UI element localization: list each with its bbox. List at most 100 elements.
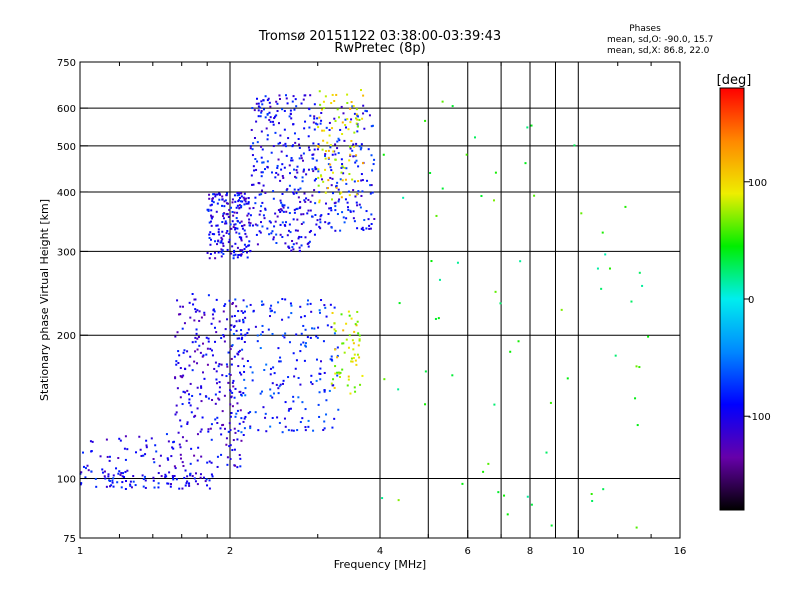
data-point xyxy=(287,229,290,232)
data-point xyxy=(189,316,192,319)
data-point xyxy=(135,451,138,454)
data-point xyxy=(259,347,262,350)
data-point xyxy=(272,236,275,239)
data-point xyxy=(250,128,253,131)
data-point xyxy=(304,94,307,97)
data-point xyxy=(285,145,288,148)
data-point xyxy=(348,173,351,176)
data-point xyxy=(216,465,219,468)
data-point xyxy=(264,116,267,119)
data-point xyxy=(295,242,298,245)
data-point xyxy=(238,206,241,209)
data-point xyxy=(355,159,358,162)
data-point xyxy=(347,378,350,381)
data-point xyxy=(210,209,213,212)
data-point xyxy=(327,179,330,182)
data-point xyxy=(326,324,329,327)
data-point xyxy=(271,416,274,419)
data-point xyxy=(216,193,219,196)
data-point xyxy=(171,474,174,477)
data-point xyxy=(371,169,374,172)
data-point xyxy=(231,449,234,452)
data-point xyxy=(144,479,147,482)
data-point xyxy=(373,217,376,220)
data-point xyxy=(260,145,263,148)
data-point xyxy=(352,342,355,345)
data-point xyxy=(356,130,359,133)
data-point xyxy=(184,391,187,394)
data-point xyxy=(327,149,330,152)
data-point xyxy=(218,233,221,236)
data-point xyxy=(298,246,301,249)
data-point xyxy=(258,193,261,196)
data-point xyxy=(196,459,199,462)
data-point xyxy=(105,485,108,488)
data-point xyxy=(307,419,310,422)
data-point xyxy=(279,134,282,137)
data-point xyxy=(360,88,363,91)
data-point xyxy=(602,488,605,491)
data-point xyxy=(198,319,201,322)
data-point xyxy=(288,172,291,175)
data-point xyxy=(199,476,202,479)
data-point xyxy=(331,359,334,362)
data-point xyxy=(229,403,232,406)
data-point xyxy=(309,94,312,97)
data-point xyxy=(183,349,186,352)
data-point xyxy=(252,165,255,168)
data-point xyxy=(260,110,263,113)
data-point xyxy=(126,448,129,451)
data-point xyxy=(211,215,214,218)
data-point xyxy=(328,128,331,131)
data-point xyxy=(323,390,326,393)
data-point xyxy=(321,148,324,151)
data-point xyxy=(331,177,334,180)
data-point xyxy=(318,391,321,394)
data-point xyxy=(222,252,225,255)
data-point xyxy=(295,333,298,336)
data-point xyxy=(254,202,257,205)
data-point xyxy=(209,347,212,350)
data-point xyxy=(287,409,290,412)
data-point xyxy=(194,340,197,343)
data-point xyxy=(189,404,192,407)
data-point xyxy=(311,383,314,386)
data-point xyxy=(215,210,218,213)
data-point xyxy=(334,330,337,333)
data-point xyxy=(231,210,234,213)
data-point xyxy=(319,227,322,230)
data-point xyxy=(284,401,287,404)
data-point xyxy=(142,478,145,481)
data-point xyxy=(120,472,123,475)
data-point xyxy=(193,319,196,322)
data-point xyxy=(228,232,231,235)
data-point xyxy=(179,313,182,316)
data-point xyxy=(154,444,157,447)
data-point xyxy=(281,108,284,111)
data-point xyxy=(339,371,342,374)
data-point xyxy=(171,446,174,449)
data-point xyxy=(316,148,319,151)
data-point xyxy=(354,117,357,120)
data-point xyxy=(302,169,305,172)
data-point xyxy=(262,161,265,164)
data-point xyxy=(125,480,128,483)
data-point xyxy=(278,421,281,424)
data-point xyxy=(214,340,217,343)
data-point xyxy=(206,461,209,464)
data-point xyxy=(230,324,233,327)
data-point xyxy=(103,475,106,478)
data-point xyxy=(474,136,477,139)
data-point xyxy=(327,163,330,166)
data-point xyxy=(268,118,271,121)
data-point xyxy=(334,372,337,375)
data-point xyxy=(353,353,356,356)
data-point xyxy=(288,115,291,118)
data-point xyxy=(357,180,360,183)
data-point xyxy=(268,233,271,236)
data-point xyxy=(325,126,328,129)
data-point xyxy=(194,480,197,483)
data-point xyxy=(157,482,160,485)
data-point xyxy=(497,491,500,494)
